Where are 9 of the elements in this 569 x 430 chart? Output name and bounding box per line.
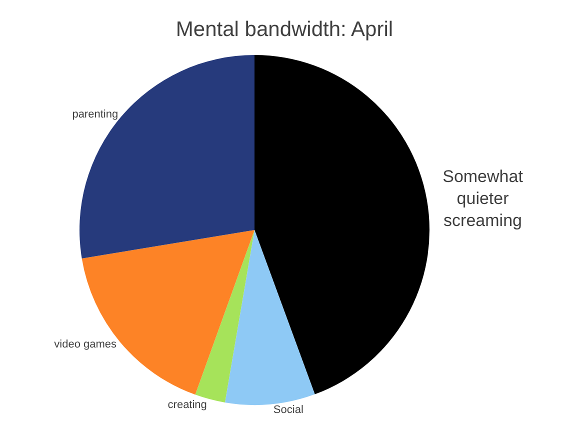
slice-label: Somewhat quieter screaming: [442, 166, 524, 230]
pie-slice: [224, 230, 315, 405]
slice-label: Social: [273, 404, 304, 416]
slice-label: creating: [168, 398, 207, 411]
slice-label: parenting: [72, 108, 118, 120]
pie-slice: [82, 230, 254, 395]
chart-title: Mental bandwidth: April: [176, 18, 394, 42]
slice-label: video games: [54, 338, 118, 350]
pie-slice: [254, 55, 430, 394]
